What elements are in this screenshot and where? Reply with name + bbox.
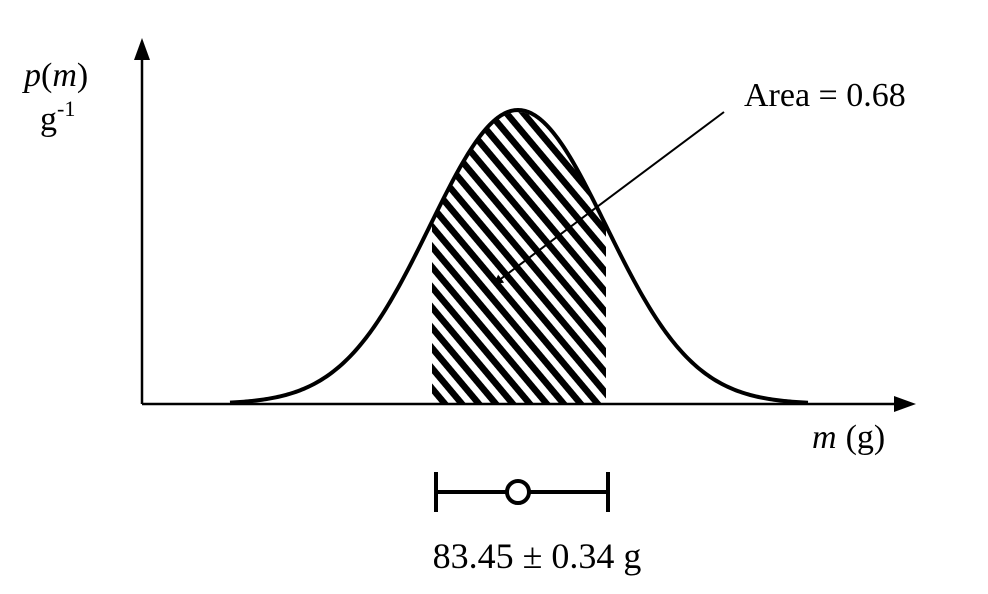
y-axis-unit-exponent: -1 xyxy=(57,96,75,121)
x-axis-arrowhead xyxy=(894,396,916,412)
y-axis-unit-base: g xyxy=(40,101,57,138)
y-axis-unit: g-1 xyxy=(40,96,75,138)
y-axis-label: p(m) xyxy=(22,57,88,94)
y-axis-symbol: p xyxy=(22,57,41,94)
mean-marker xyxy=(505,479,531,505)
x-axis-unit: (g) xyxy=(846,419,886,456)
x-axis-variable: m xyxy=(812,419,837,456)
y-axis-open-paren: ( xyxy=(41,57,52,94)
y-axis-arrowhead xyxy=(134,38,150,60)
area-annotation: Area = 0.68 xyxy=(744,77,906,114)
y-axis-close-paren: ) xyxy=(77,57,88,94)
measurement-result: 83.45 ± 0.34 g xyxy=(433,536,642,576)
shaded-area-region xyxy=(432,112,606,404)
annotation-pointer-arrow xyxy=(493,111,725,285)
y-axis-variable: m xyxy=(52,57,77,94)
gaussian-curve xyxy=(229,108,809,405)
x-axis-label: m (g) xyxy=(812,419,885,456)
